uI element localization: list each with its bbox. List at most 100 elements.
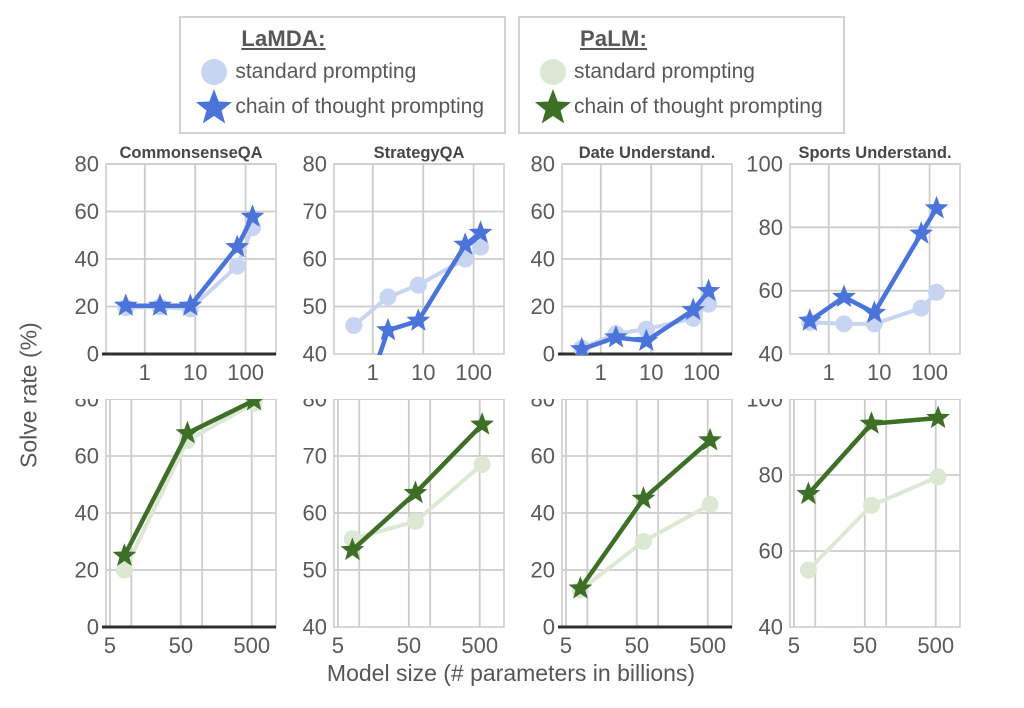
data-point-star [862, 300, 887, 323]
data-point-star [604, 324, 628, 348]
y-tick-label: 80 [75, 399, 99, 412]
series-cot [376, 220, 493, 355]
y-tick-label: 70 [303, 199, 327, 224]
legend-item-palm-standard: standard prompting [532, 54, 823, 89]
data-point-star [924, 195, 949, 219]
legend-box-palm: PaLM: standard prompting chain of though… [518, 16, 845, 134]
y-tick-label: 80 [759, 463, 783, 488]
x-tick-label: 10 [411, 360, 435, 385]
x-tick-label: 100 [911, 360, 948, 385]
series-standard [799, 468, 947, 579]
chart-row-lamda: 0 20 40 60 80 1 10 100 CommonsenseQA 40 50 60 70 80 1 1… [58, 142, 964, 397]
data-point-star [340, 537, 365, 561]
series-line [806, 474, 941, 572]
series-cot [340, 412, 494, 561]
legend-item-label: standard prompting [235, 59, 417, 83]
x-tick-label: 1 [367, 360, 379, 385]
data-point-circle [634, 533, 652, 550]
chart-sports-understand--palm: 40 60 80 100 5 50 500 [746, 387, 961, 658]
chart-cell: 40 50 60 70 80 1 10 100 StrategyQA [286, 142, 508, 397]
chart-date-understand--palm: 0 20 40 60 80 5 50 500 [531, 387, 733, 658]
legend-item-lamda-cot: chain of thought prompting [193, 88, 484, 124]
y-tick-label: 0 [543, 342, 555, 367]
star-glyph [534, 88, 572, 123]
data-point-star [631, 486, 656, 509]
data-point-circle [409, 276, 427, 294]
data-point-circle [701, 495, 719, 513]
y-tick-label: 60 [759, 539, 783, 564]
y-tick-label: 40 [531, 501, 555, 526]
legend-title-lamda: LaMDA: [241, 26, 326, 51]
chart-title: Date Understand. [579, 144, 716, 162]
series-cot [796, 405, 950, 505]
x-tick-label: 10 [183, 360, 207, 385]
data-point-star [681, 297, 706, 321]
data-point-circle [406, 513, 424, 531]
chart-date-understand--lamda: 0 20 40 60 80 1 10 100 Date Understand. [531, 144, 733, 385]
series-standard [343, 456, 491, 548]
y-tick-label: 60 [75, 444, 99, 469]
legend-item-lamda-standard: standard prompting [193, 54, 484, 89]
y-tick-label: 60 [531, 444, 555, 469]
y-tick-label: 60 [303, 247, 327, 272]
star-glyph [196, 88, 233, 123]
y-tick-label: 40 [303, 342, 327, 367]
y-tick-label: 20 [531, 558, 555, 583]
chart-strategyqa-palm: 40 50 60 70 80 5 50 500 [303, 387, 505, 658]
y-axis-label: Solve rate (%) [15, 322, 42, 468]
legend-item-label: standard prompting [574, 59, 755, 83]
x-tick-label: 100 [227, 360, 264, 385]
y-tick-label: 100 [746, 152, 783, 177]
y-tick-label: 0 [87, 615, 99, 640]
data-point-star [468, 220, 493, 243]
data-point-star [244, 398, 265, 411]
data-point-star [406, 308, 431, 331]
data-point-circle [929, 468, 947, 486]
legend-item-label: chain of thought prompting [235, 94, 484, 118]
legend-item-palm-cot: chain of thought prompting [532, 87, 823, 127]
y-tick-label: 80 [75, 152, 99, 177]
series-cot [568, 427, 722, 599]
data-point-star [112, 543, 137, 566]
series-standard [345, 238, 490, 334]
data-point-star [470, 412, 494, 435]
star-marker-icon [532, 87, 574, 127]
legend: LaMDA: standard prompting chain of thoug… [0, 16, 1024, 134]
y-tick-label: 20 [75, 558, 99, 583]
data-point-circle [379, 288, 397, 306]
series-cot [797, 195, 949, 331]
chart-title: CommonsenseQA [119, 144, 262, 162]
y-tick-label: 100 [746, 399, 783, 412]
data-point-circle [928, 283, 946, 301]
data-point-circle [115, 561, 133, 579]
chart-cell: 0 20 40 60 80 5 50 500 [514, 387, 736, 662]
data-point-star [240, 204, 265, 227]
data-point-circle [799, 561, 817, 579]
data-point-star [909, 221, 934, 244]
data-point-circle [345, 317, 363, 334]
data-point-star [453, 232, 478, 255]
series-cot [112, 398, 265, 566]
y-tick-label: 50 [303, 558, 327, 583]
y-tick-label: 40 [759, 342, 783, 367]
data-point-circle [472, 238, 490, 256]
data-point-star [113, 293, 138, 316]
data-point-star [403, 480, 428, 504]
series-cot [113, 204, 265, 316]
chart-strategyqa-lamda: 40 50 60 70 80 1 10 100 StrategyQA [303, 144, 505, 385]
x-tick-label: 500 [689, 633, 726, 657]
y-tick-label: 80 [759, 215, 783, 240]
legend-item-label: chain of thought prompting [574, 94, 823, 118]
x-tick-label: 5 [788, 633, 800, 657]
x-tick-label: 5 [104, 633, 116, 657]
data-point-star [797, 308, 822, 331]
y-tick-label: 40 [759, 615, 783, 640]
x-tick-label: 50 [853, 633, 877, 657]
chart-cell: 40 60 80 100 1 10 100 Sports Understand. [742, 142, 964, 397]
y-tick-label: 80 [303, 152, 327, 177]
y-tick-label: 40 [531, 247, 555, 272]
x-tick-label: 5 [560, 633, 572, 657]
data-point-circle [912, 299, 930, 317]
x-tick-label: 1 [595, 360, 607, 385]
data-point-star [178, 293, 203, 316]
